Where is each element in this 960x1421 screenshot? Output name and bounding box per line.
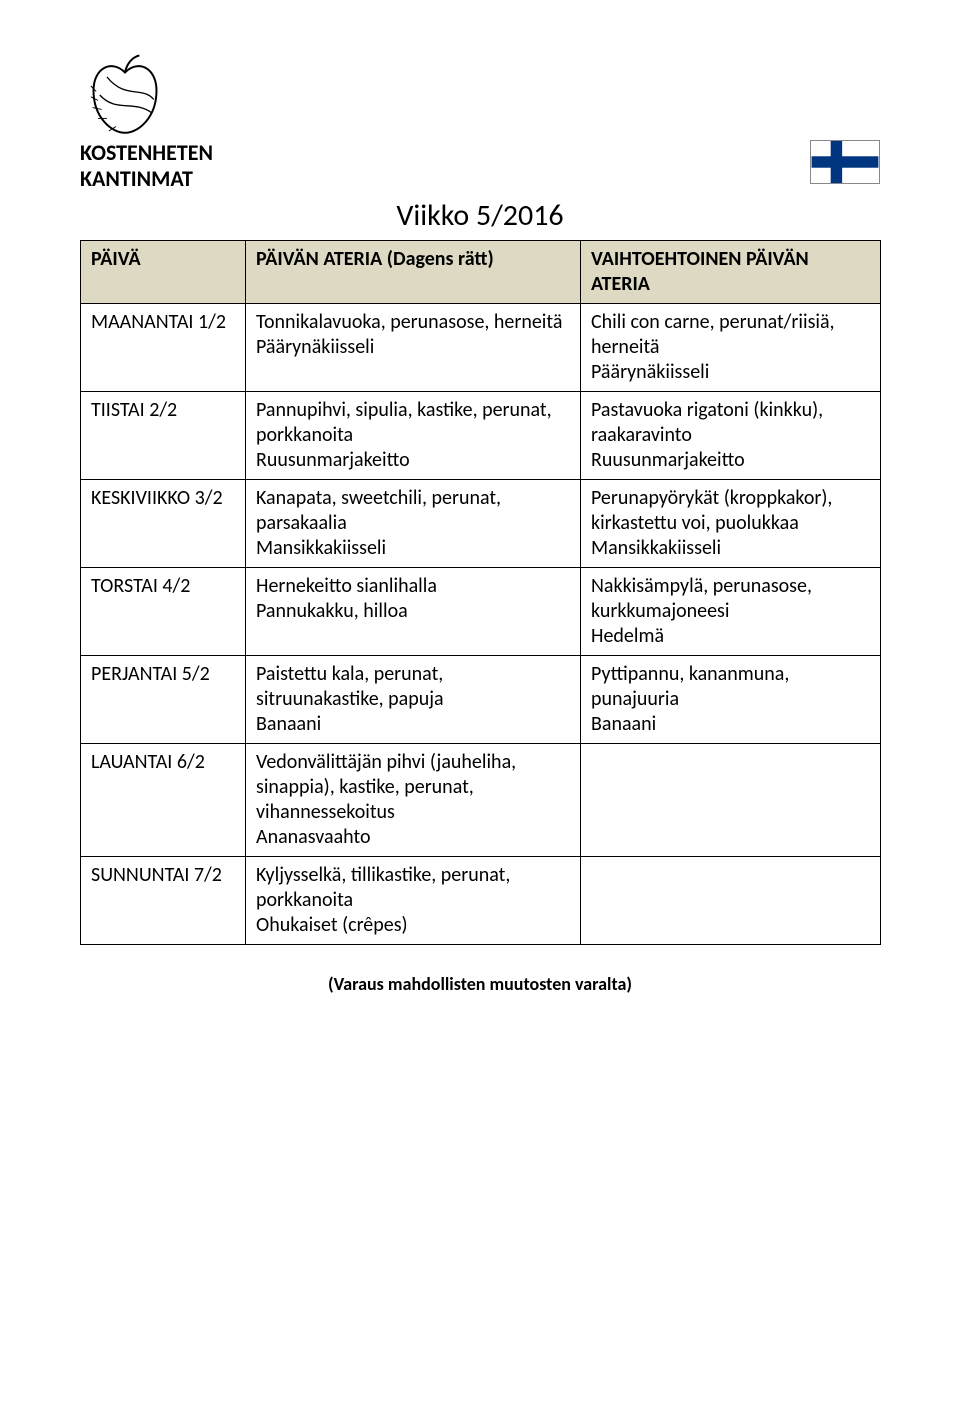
cell-main: Kanapata, sweetchili, perunat, parsakaal… xyxy=(246,479,581,567)
cell-main: Pannupihvi, sipulia, kastike, perunat, p… xyxy=(246,391,581,479)
cell-alt xyxy=(581,856,881,944)
cell-alt: Perunapyörykät (kroppkakor), kirkastettu… xyxy=(581,479,881,567)
cell-alt: Pastavuoka rigatoni (kinkku), raakaravin… xyxy=(581,391,881,479)
cell-alt: Nakkisämpylä, perunasose, kurkkumajonees… xyxy=(581,567,881,655)
cell-day: MAANANTAI 1/2 xyxy=(81,303,246,391)
cell-day: KESKIVIIKKO 3/2 xyxy=(81,479,246,567)
apple-logo-icon xyxy=(80,50,170,140)
cell-main: Tonnikalavuoka, perunasose, herneitäPäär… xyxy=(246,303,581,391)
col-main: PÄIVÄN ATERIA (Dagens rätt) xyxy=(246,240,581,303)
cell-day: SUNNUNTAI 7/2 xyxy=(81,856,246,944)
table-body: MAANANTAI 1/2 Tonnikalavuoka, perunasose… xyxy=(81,303,881,944)
cell-main: Hernekeitto sianlihallaPannukakku, hillo… xyxy=(246,567,581,655)
table-row: TORSTAI 4/2 Hernekeitto sianlihallaPannu… xyxy=(81,567,881,655)
cell-main: Paistettu kala, perunat, sitruunakastike… xyxy=(246,655,581,743)
table-row: LAUANTAI 6/2 Vedonvälittäjän pihvi (jauh… xyxy=(81,743,881,856)
table-row: SUNNUNTAI 7/2 Kyljysselkä, tillikastike,… xyxy=(81,856,881,944)
cell-main: Vedonvälittäjän pihvi (jauheliha, sinapp… xyxy=(246,743,581,856)
finnish-flag-icon xyxy=(810,140,880,184)
footer-note: (Varaus mahdollisten muutosten varalta) xyxy=(80,973,880,995)
table-row: TIISTAI 2/2 Pannupihvi, sipulia, kastike… xyxy=(81,391,881,479)
col-day: PÄIVÄ xyxy=(81,240,246,303)
cell-alt xyxy=(581,743,881,856)
cell-main: Kyljysselkä, tillikastike, perunat, pork… xyxy=(246,856,581,944)
table-row: KESKIVIIKKO 3/2 Kanapata, sweetchili, pe… xyxy=(81,479,881,567)
header-row: KOSTENHETEN KANTINMAT xyxy=(80,50,880,197)
cell-day: TIISTAI 2/2 xyxy=(81,391,246,479)
page-content: KOSTENHETEN KANTINMAT Viikko 5/2016 PÄIV… xyxy=(0,0,960,1053)
table-header-row: PÄIVÄ PÄIVÄN ATERIA (Dagens rätt) VAIHTO… xyxy=(81,240,881,303)
col-alt: VAIHTOEHTOINEN PÄIVÄN ATERIA xyxy=(581,240,881,303)
org-name: KOSTENHETEN xyxy=(80,140,213,166)
left-header-block: KOSTENHETEN KANTINMAT xyxy=(80,50,213,197)
menu-table: PÄIVÄ PÄIVÄN ATERIA (Dagens rätt) VAIHTO… xyxy=(80,240,881,945)
cell-day: PERJANTAI 5/2 xyxy=(81,655,246,743)
table-row: PERJANTAI 5/2 Paistettu kala, perunat, s… xyxy=(81,655,881,743)
table-row: MAANANTAI 1/2 Tonnikalavuoka, perunasose… xyxy=(81,303,881,391)
cell-day: TORSTAI 4/2 xyxy=(81,567,246,655)
cell-day: LAUANTAI 6/2 xyxy=(81,743,246,856)
cell-alt: Pyttipannu, kananmuna, punajuuriaBanaani xyxy=(581,655,881,743)
cell-alt: Chili con carne, perunat/riisiä, herneit… xyxy=(581,303,881,391)
section-name: KANTINMAT xyxy=(80,166,213,192)
week-title: Viikko 5/2016 xyxy=(80,197,880,234)
